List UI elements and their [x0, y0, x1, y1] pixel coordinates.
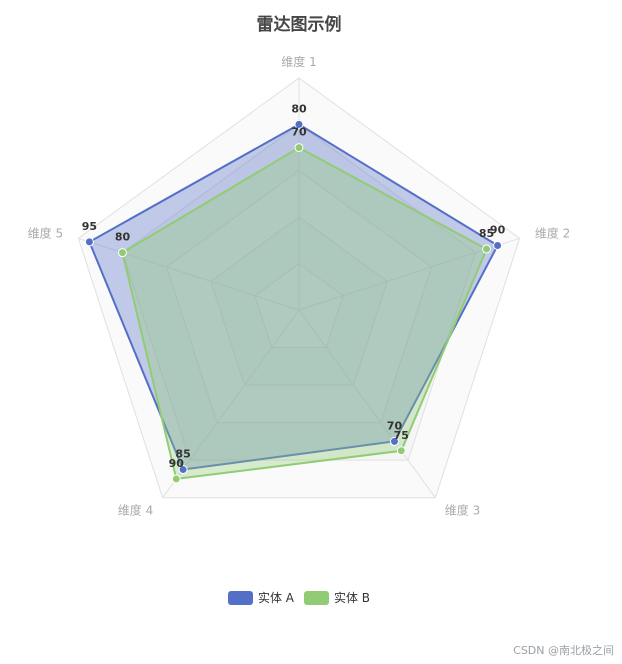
data-label-a: 90: [490, 223, 506, 236]
indicator-label: 维度 5: [28, 225, 63, 240]
data-label-b: 90: [169, 457, 185, 470]
data-label-a: 70: [387, 419, 403, 432]
series-area-b: [121, 146, 488, 481]
data-label-b: 75: [394, 429, 409, 442]
data-point-b[interactable]: [294, 143, 304, 153]
data-point-a[interactable]: [493, 240, 503, 250]
data-point-a[interactable]: [389, 436, 399, 446]
chart-legend: 实体 A 实体 B: [0, 589, 598, 606]
indicator-label: 维度 2: [535, 225, 570, 240]
legend-item-a[interactable]: 实体 A: [227, 589, 294, 606]
data-point-a[interactable]: [178, 465, 188, 475]
radar-series: [84, 119, 503, 484]
radar-axis-line: [298, 309, 436, 498]
data-point-b[interactable]: [482, 244, 492, 254]
data-point-b[interactable]: [117, 248, 127, 258]
indicator-label: 维度 1: [281, 54, 316, 69]
data-point-b[interactable]: [396, 446, 406, 456]
data-label-b: 70: [291, 126, 307, 139]
indicator-label: 维度 4: [118, 503, 153, 518]
data-point-a[interactable]: [84, 237, 94, 247]
chart-title: 雷达图示例: [256, 15, 342, 35]
legend-swatch-b: [303, 590, 329, 605]
indicator-label: 维度 3: [445, 503, 480, 518]
legend-item-b[interactable]: 实体 B: [303, 589, 371, 606]
data-point-b[interactable]: [171, 474, 181, 484]
watermark: CSDN @南北极之间: [513, 644, 614, 657]
data-label-b: 80: [115, 231, 131, 244]
radar-axis-line: [78, 237, 300, 311]
legend-label-b: 实体 B: [333, 591, 371, 605]
data-label-a: 80: [291, 102, 307, 115]
data-label-b: 85: [479, 227, 494, 240]
data-point-a[interactable]: [294, 119, 304, 129]
radar-labels: 80 90 70 85 95 70 85 75 90 80 维度 1 维度 2 维度 3 维度 4 维度 5: [28, 54, 571, 518]
legend-swatch-a: [227, 590, 253, 605]
data-label-a: 95: [82, 220, 97, 233]
legend-label-a: 实体 A: [257, 591, 294, 605]
data-label-a: 85: [175, 448, 190, 461]
